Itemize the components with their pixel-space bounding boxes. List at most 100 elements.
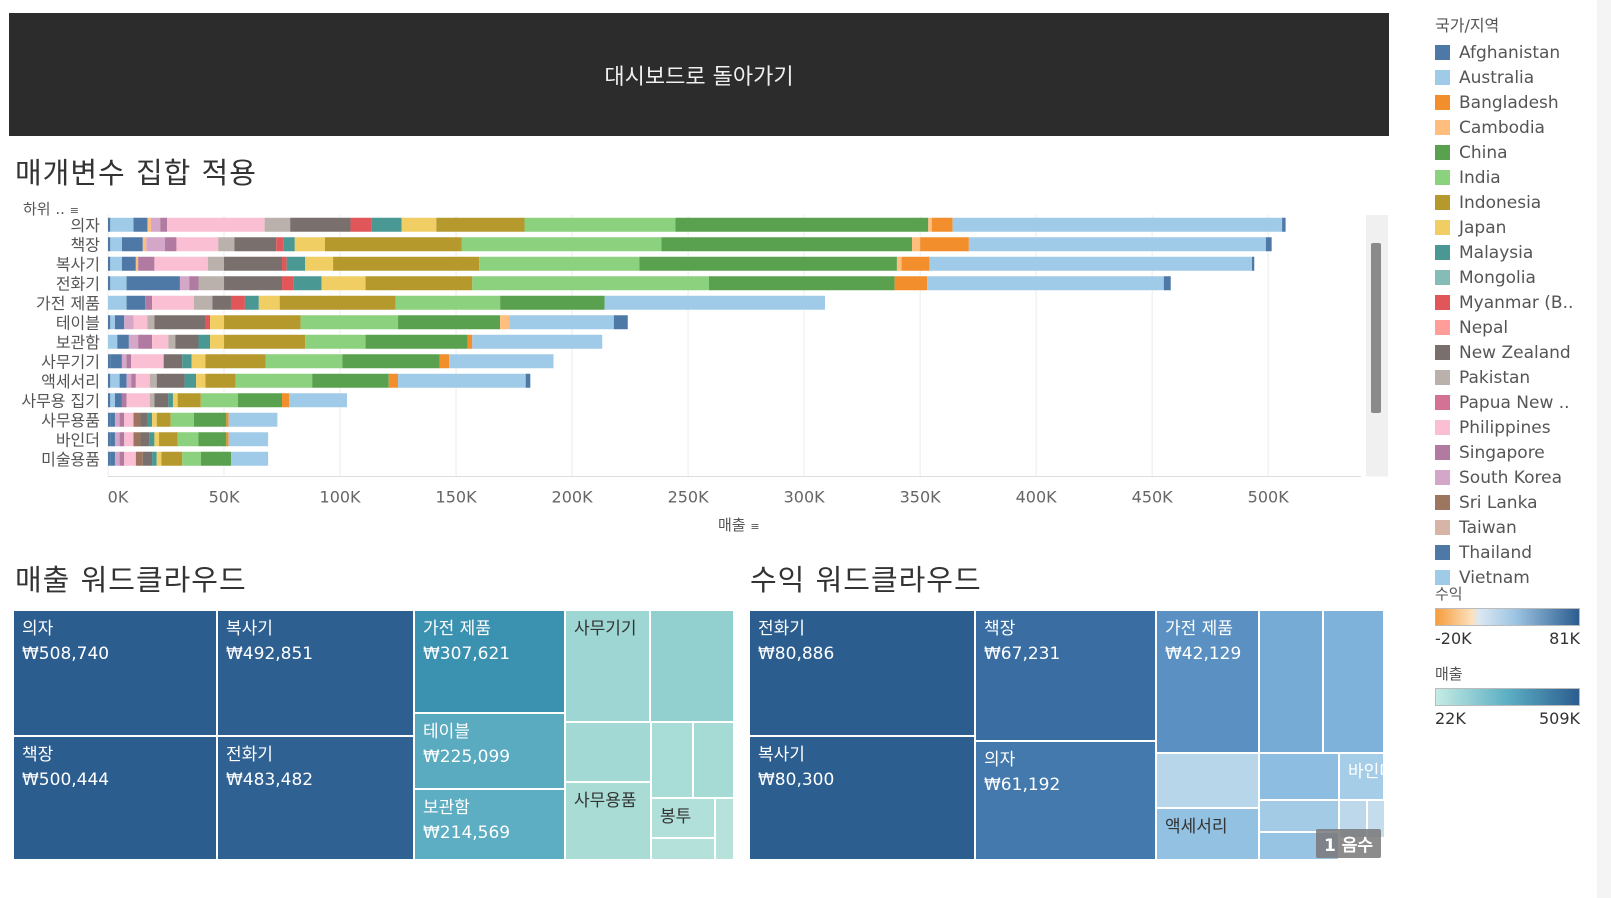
back-to-dashboard-button[interactable]: 대시보드로 돌아가기 [9, 13, 1389, 136]
treemap-tile[interactable] [651, 838, 715, 860]
bar-segment[interactable] [152, 334, 169, 349]
bar-segment[interactable] [156, 412, 171, 427]
bar-segment[interactable] [237, 393, 283, 408]
bar-segment[interactable] [234, 237, 277, 252]
bar-segment[interactable] [138, 256, 155, 271]
legend-item[interactable]: Indonesia [1435, 190, 1595, 215]
bar-segment[interactable] [1265, 237, 1272, 252]
bar-segment[interactable] [142, 451, 153, 466]
bar-segment[interactable] [108, 451, 111, 466]
bar-segment[interactable] [708, 276, 895, 291]
bar-segment[interactable] [108, 412, 111, 427]
bar-segment[interactable] [191, 354, 206, 369]
bar-segment[interactable] [160, 217, 168, 232]
treemap-tile[interactable] [693, 722, 734, 798]
bar-segment[interactable] [896, 256, 902, 271]
bar-segment[interactable] [161, 451, 183, 466]
treemap-tile[interactable]: 책장 ₩67,231 [975, 610, 1156, 741]
bar-segment[interactable] [509, 315, 614, 330]
bar-segment[interactable] [170, 412, 194, 427]
bar-segment[interactable] [110, 354, 122, 369]
bar-segment[interactable] [114, 393, 122, 408]
bar-segment[interactable] [108, 256, 111, 271]
bar-segment[interactable] [133, 315, 148, 330]
bar-segment[interactable] [159, 432, 178, 447]
treemap-tile[interactable]: 의자 ₩61,192 [975, 741, 1156, 860]
bar-segment[interactable] [108, 334, 118, 349]
bar-segment[interactable] [119, 432, 125, 447]
legend-item[interactable]: Pakistan [1435, 365, 1595, 390]
bar-segment[interactable] [110, 373, 120, 388]
bar-segment[interactable] [126, 276, 180, 291]
legend-item[interactable]: Myanmar (B.. [1435, 290, 1595, 315]
legend-item[interactable]: Mongolia [1435, 265, 1595, 290]
bar-segment[interactable] [293, 276, 322, 291]
bar-segment[interactable] [172, 393, 178, 408]
bar-segment[interactable] [147, 412, 153, 427]
bar-segment[interactable] [184, 373, 197, 388]
bar-segment[interactable] [210, 315, 225, 330]
treemap-tile[interactable]: 가전 제품 ₩307,621 [414, 610, 565, 713]
bar-segment[interactable] [149, 373, 157, 388]
bar-segment[interactable] [200, 393, 238, 408]
bar-segment[interactable] [265, 354, 343, 369]
bar-segment[interactable] [312, 373, 389, 388]
legend-item[interactable]: Thailand [1435, 540, 1595, 565]
bar-segment[interactable] [124, 412, 134, 427]
bar-segment[interactable] [179, 276, 190, 291]
bar-segment[interactable] [124, 315, 134, 330]
bar-segment[interactable] [142, 237, 147, 252]
legend-item[interactable]: Cambodia [1435, 115, 1595, 140]
bar-segment[interactable] [121, 393, 127, 408]
bar-segment[interactable] [119, 451, 125, 466]
treemap-tile[interactable] [1156, 753, 1259, 808]
bar-segment[interactable] [1251, 256, 1255, 271]
bar-segment[interactable] [210, 334, 225, 349]
bar-segment[interactable] [282, 276, 294, 291]
bar-segment[interactable] [205, 354, 266, 369]
bar-segment[interactable] [525, 373, 531, 388]
bar-segment[interactable] [968, 237, 1266, 252]
bar-segment[interactable] [226, 412, 229, 427]
bar-segment[interactable] [439, 354, 450, 369]
bar-segment[interactable] [224, 276, 283, 291]
bar-segment[interactable] [350, 217, 372, 232]
bar-segment[interactable] [365, 334, 468, 349]
bar-segment[interactable] [126, 373, 132, 388]
bar-segment[interactable] [472, 276, 709, 291]
legend-item[interactable]: China [1435, 140, 1595, 165]
bar-segment[interactable] [282, 393, 289, 408]
bar-segment[interactable] [395, 295, 501, 310]
bar-segment[interactable] [108, 393, 111, 408]
bar-segment[interactable] [110, 276, 127, 291]
bar-segment[interactable] [167, 217, 265, 232]
bar-segment[interactable] [108, 432, 111, 447]
treemap-tile[interactable] [1259, 610, 1323, 753]
bar-segment[interactable] [114, 432, 120, 447]
bar-segment[interactable] [205, 373, 236, 388]
bar-segment[interactable] [661, 237, 913, 252]
bar-segment[interactable] [193, 412, 227, 427]
bar-segment[interactable] [131, 373, 136, 388]
bar-segment[interactable] [119, 373, 127, 388]
bar-segment[interactable] [175, 334, 199, 349]
treemap-tile[interactable]: 책장 ₩500,444 [13, 736, 217, 860]
bar-segment[interactable] [124, 432, 134, 447]
bar-segment[interactable] [114, 315, 125, 330]
bar-segment[interactable] [524, 217, 676, 232]
treemap-tile[interactable] [1259, 800, 1339, 832]
bar-segment[interactable] [108, 315, 111, 330]
bar-segment[interactable] [119, 412, 125, 427]
bar-segment[interactable] [110, 315, 115, 330]
bar-segment[interactable] [152, 295, 194, 310]
bar-segment[interactable] [1163, 276, 1171, 291]
bar-segment[interactable] [479, 256, 640, 271]
bar-segment[interactable] [226, 432, 229, 447]
treemap-tile[interactable]: 전화기 ₩483,482 [217, 736, 414, 860]
bar-segment[interactable] [193, 295, 213, 310]
bar-segment[interactable] [110, 393, 115, 408]
treemap-tile[interactable]: 의자 ₩508,740 [13, 610, 217, 736]
bar-segment[interactable] [279, 295, 396, 310]
bar-segment[interactable] [140, 412, 148, 427]
bar-segment[interactable] [276, 237, 284, 252]
